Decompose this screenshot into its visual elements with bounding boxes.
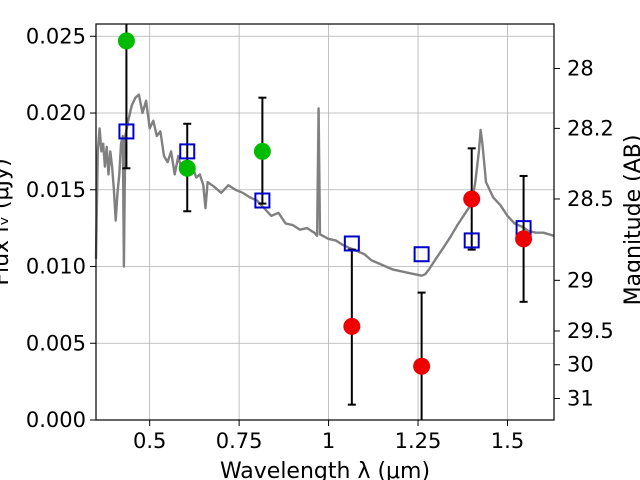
detection-point [117,32,135,50]
y-tick-label: 0.020 [26,101,86,125]
model-photometry-square [413,246,430,263]
observed-photometry [117,32,533,375]
grid [96,24,554,421]
y-tick-label: 0.000 [26,408,86,432]
non-detection-point [343,317,361,335]
y2-tick-label: 30 [567,353,594,377]
x-tick-label: 0.5 [133,429,166,453]
x-axis-label: Wavelength λ (μm) [220,459,430,480]
x-tick-label: 1.5 [491,429,524,453]
plot-frame [95,23,555,421]
model-photometry-square [343,235,360,252]
detection-point [253,142,271,160]
model-photometry-square [179,143,196,160]
model-photometry-square [254,192,271,209]
non-detection-point [413,357,431,375]
y2-tick-label: 31 [567,387,594,411]
non-detection-point [515,230,533,248]
x-tick-label: 0.75 [216,429,263,453]
y-tick-label: 0.025 [26,24,86,48]
y2-tick-label: 28.2 [567,116,614,140]
y2-tick-label: 29 [567,268,594,292]
model-photometry-square [118,123,135,140]
axis-ticks: 0.5 0.75 1 1.25 1.5 0.000 0.005 0.010 0.015 0.020… [26,24,614,453]
model-photometry [118,123,532,263]
y-tick-label: 0.010 [26,255,86,279]
y-axis-label: Flux fᵥ (μJy) [0,158,14,285]
x-tick-label: 1 [322,429,335,453]
y-tick-label: 0.005 [26,331,86,355]
y2-tick-label: 28.5 [567,187,614,211]
y-tick-label: 0.015 [26,178,86,202]
model-spectrum [94,93,555,277]
y2-tick-label: 28 [567,57,594,81]
non-detection-point [463,190,481,208]
x-tick-label: 1.25 [395,429,442,453]
y2-axis-label: Magnitude (AB) [621,135,640,306]
y2-tick-label: 29.5 [567,319,614,343]
model-photometry-square [463,232,480,249]
detection-point [178,159,196,177]
model-spectrum-line [94,93,555,277]
